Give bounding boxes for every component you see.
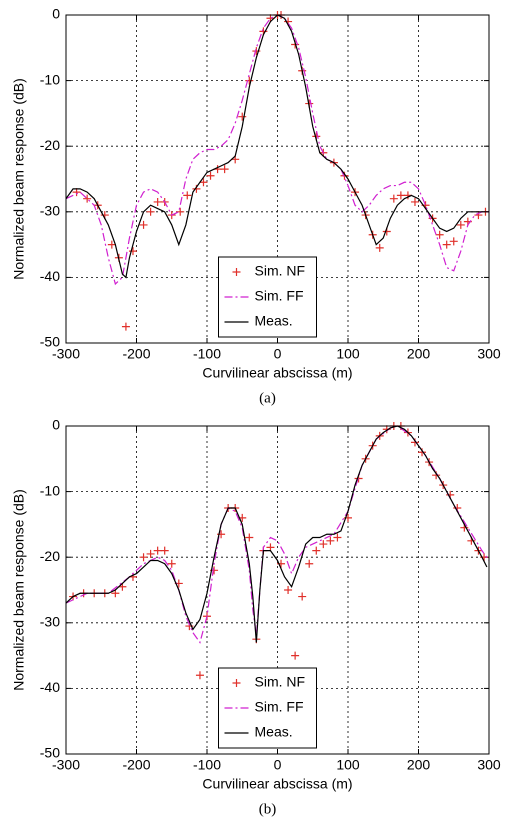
x-axis-label: Curvilinear abscissa (m) <box>202 365 352 381</box>
data-point <box>312 546 321 555</box>
legend: Sim. NF Sim. FF Meas. <box>218 256 317 338</box>
x-tick-label: -300 <box>52 346 80 362</box>
data-point <box>245 533 254 542</box>
subplot: 0 -10 -20 -30 -40 -50-300 -200 -100 0 100 200 300 Si… <box>11 6 501 407</box>
data-point <box>160 546 169 555</box>
y-tick-label: 0 <box>52 417 60 433</box>
x-tick-label: -200 <box>122 757 150 773</box>
caption: (b) <box>259 801 277 817</box>
axes-frame <box>65 14 490 344</box>
axes-frame <box>65 425 490 755</box>
caption: (a) <box>259 390 276 406</box>
data-point <box>183 191 192 200</box>
data-point <box>410 197 419 206</box>
data-point <box>139 553 148 562</box>
data-point <box>83 194 92 203</box>
x-tick-label: -200 <box>122 346 150 362</box>
y-tick-label: -30 <box>40 614 60 630</box>
x-tick-label: -100 <box>193 346 221 362</box>
x-tick-label: 200 <box>407 346 431 362</box>
data-point <box>252 47 261 56</box>
legend-box <box>218 667 317 749</box>
legend-marker <box>232 679 241 687</box>
data-point <box>139 220 148 229</box>
y-tick-label: -20 <box>40 548 60 564</box>
y-tick-label: -50 <box>40 334 60 350</box>
series-line <box>66 15 489 279</box>
legend-label: Sim. FF <box>255 699 304 715</box>
subplot: 0 -10 -20 -30 -40 -50-300 -200 -100 0 100 200 300 Si… <box>11 417 501 818</box>
data-point <box>474 211 483 220</box>
y-tick-label: 0 <box>52 6 60 22</box>
y-tick-label: -50 <box>40 745 60 761</box>
y-tick-label: -40 <box>40 679 60 695</box>
data-point <box>206 171 215 180</box>
legend-label: Sim. NF <box>255 263 306 279</box>
y-axis-label: Normalized beam response (dB) <box>11 78 27 280</box>
x-tick-label: 0 <box>274 346 282 362</box>
x-tick-label: 100 <box>336 757 360 773</box>
data-point <box>128 247 137 256</box>
data-point <box>435 230 444 239</box>
data-point <box>146 207 155 216</box>
legend-box <box>218 256 317 338</box>
x-tick-label: 300 <box>477 346 501 362</box>
series-line <box>66 15 489 286</box>
series-line <box>66 426 488 643</box>
legend-label: Sim. FF <box>255 288 304 304</box>
x-tick-label: 200 <box>407 757 431 773</box>
data-point <box>72 188 81 197</box>
data-point <box>121 322 130 331</box>
data-point <box>449 237 458 246</box>
legend: Sim. NF Sim. FF Meas. <box>218 667 317 749</box>
x-tick-label: 300 <box>477 757 501 773</box>
legend-label: Sim. NF <box>255 674 306 690</box>
data-point <box>375 243 384 252</box>
data-point <box>396 191 405 200</box>
y-tick-label: -10 <box>40 482 60 498</box>
data-point <box>238 112 247 121</box>
data-point <box>245 76 254 85</box>
y-tick-label: -20 <box>40 137 60 153</box>
data-point <box>167 559 176 568</box>
data-point <box>326 536 335 545</box>
data-point <box>291 651 300 660</box>
x-tick-label: 100 <box>336 346 360 362</box>
data-point <box>456 220 465 229</box>
data-point <box>442 240 451 249</box>
data-point <box>305 559 314 568</box>
x-axis-label: Curvilinear abscissa (m) <box>202 776 352 792</box>
data-point <box>333 533 342 542</box>
data-point <box>220 165 229 174</box>
y-tick-label: -10 <box>40 71 60 87</box>
x-tick-label: -300 <box>52 757 80 773</box>
data-point <box>199 178 208 187</box>
data-point <box>146 549 155 558</box>
data-point <box>195 671 204 680</box>
legend-marker <box>232 268 241 276</box>
data-point <box>389 194 398 203</box>
y-tick-label: -40 <box>40 268 60 284</box>
data-point <box>284 586 293 594</box>
legend-label: Meas. <box>255 724 293 740</box>
data-point <box>319 540 328 549</box>
data-point <box>153 197 162 206</box>
legend-label: Meas. <box>255 313 293 329</box>
data-point <box>153 546 162 555</box>
y-tick-label: -30 <box>40 203 60 219</box>
y-axis-label: Normalized beam response (dB) <box>11 489 27 691</box>
data-point <box>298 592 307 601</box>
x-tick-label: -100 <box>193 757 221 773</box>
data-point <box>107 240 116 249</box>
data-point <box>266 543 275 552</box>
x-tick-label: 0 <box>274 757 282 773</box>
